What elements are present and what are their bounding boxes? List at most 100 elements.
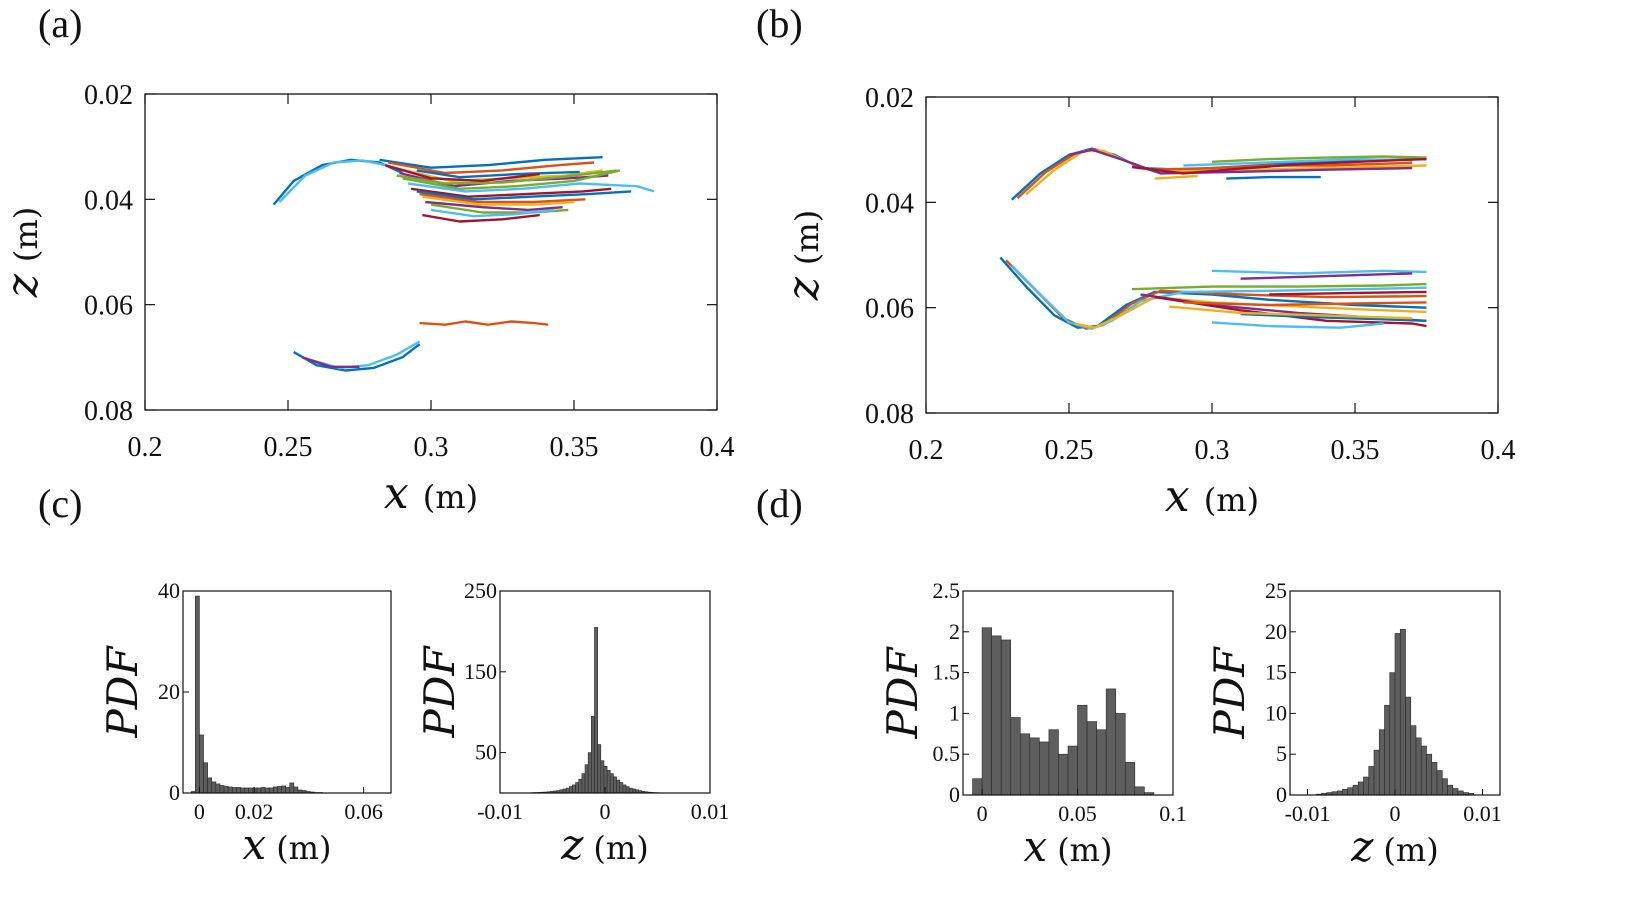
- x-axis-label: x (m): [243, 820, 332, 869]
- x-axis-label: x (m): [384, 468, 478, 519]
- series-lo-14: [1269, 290, 1427, 296]
- series-t10: [422, 195, 575, 206]
- histogram-bar: [1347, 787, 1354, 796]
- x-axis-label: z (m): [1350, 822, 1438, 871]
- x-tick-label: 0: [977, 801, 988, 826]
- x-tick-label: 0.3: [1195, 435, 1230, 466]
- histogram-bar: [1357, 781, 1364, 796]
- histogram-bar: [1415, 737, 1422, 796]
- histogram-bar: [594, 627, 598, 794]
- x-tick-label: 0.01: [691, 799, 730, 824]
- x-tick-label: 0.01: [1463, 801, 1502, 826]
- y-tick-label: 0: [1276, 782, 1287, 807]
- histogram-bar: [613, 776, 617, 794]
- histogram-bar: [215, 783, 221, 794]
- series-arc-lower-3: [301, 356, 360, 368]
- histogram-bar: [1336, 790, 1343, 796]
- histogram-bar: [1086, 721, 1097, 796]
- histogram-bar: [1384, 704, 1391, 796]
- histogram-bar: [581, 773, 586, 794]
- series-t9: [419, 192, 586, 204]
- histogram-bar: [981, 627, 992, 796]
- series-t13: [430, 208, 555, 218]
- histogram-bar: [1363, 776, 1370, 796]
- histogram-bar: [1096, 729, 1107, 796]
- y-tick-label: 0.06: [865, 294, 914, 325]
- histogram-bar: [1447, 784, 1454, 796]
- histogram-bar: [199, 734, 204, 794]
- histogram-bar: [628, 787, 633, 794]
- series-lo-6: [1131, 282, 1427, 291]
- histogram-bar: [1410, 725, 1417, 796]
- axes-frame: [499, 590, 711, 794]
- histogram-bar: [244, 787, 249, 794]
- chart-d-x: 0 0.05 0.1 0 0.5 1 1.5 2 2.5 x (m) PDF: [878, 578, 1187, 871]
- x-tick-label: 0.25: [1045, 435, 1094, 466]
- series-lo-10: [1211, 321, 1384, 329]
- y-tick-label: 0.02: [84, 80, 133, 111]
- histogram-bar: [625, 786, 630, 794]
- series-lo-8: [1211, 269, 1427, 275]
- axes-frame: [962, 590, 1174, 796]
- y-tick-label: 0.08: [84, 396, 133, 427]
- series-t11: [425, 200, 563, 212]
- y-axis-label: PDF: [415, 645, 464, 739]
- histogram-bar: [1420, 745, 1427, 796]
- histogram-bar: [972, 778, 983, 796]
- series-t2: [387, 161, 595, 175]
- histogram-bar: [622, 784, 627, 794]
- histogram-bar: [1067, 745, 1078, 796]
- series-arc-upper: [272, 158, 403, 206]
- histogram-bar: [277, 786, 282, 794]
- series-t6: [407, 182, 655, 193]
- y-tick-label: 0.04: [865, 188, 914, 219]
- histogram-bar: [578, 778, 583, 794]
- y-tick-label: 1.5: [933, 660, 961, 685]
- series-t5: [402, 169, 621, 190]
- series-t15: [416, 169, 580, 179]
- y-tick-label: 25: [1265, 578, 1287, 603]
- y-tick-label: 15: [1265, 660, 1287, 685]
- y-tick-label: 50: [475, 740, 497, 765]
- x-tick-label: 0.35: [550, 432, 599, 463]
- y-axis-label: z(m): [0, 207, 48, 299]
- y-tick-label: 0.06: [84, 291, 133, 322]
- series-lower-tail: [419, 320, 549, 326]
- histogram-bar: [600, 760, 605, 794]
- chart-c-z: -0.01 0 0.01 50 150 250 z (m) PDF: [415, 578, 729, 869]
- histogram-bar: [1029, 737, 1040, 796]
- x-tick-label: 0: [1390, 801, 1401, 826]
- histogram-bar: [616, 779, 620, 794]
- series-lo-13: [1168, 305, 1413, 320]
- x-axis-label: x (m): [1165, 471, 1259, 522]
- x-tick-label: 0.35: [1331, 435, 1380, 466]
- histogram-bar: [1019, 733, 1031, 796]
- axes-frame: [182, 590, 392, 794]
- series-arc-lower: [293, 343, 421, 372]
- histogram-bar: [1441, 778, 1448, 796]
- series-up-7: [1131, 157, 1427, 175]
- histogram-bar: [1134, 786, 1145, 796]
- y-tick-label: 20: [158, 679, 180, 704]
- histogram-bar: [1077, 704, 1088, 796]
- x-tick-label: -0.01: [1285, 801, 1331, 826]
- histogram-bar: [256, 787, 262, 794]
- x-tick-label: 0: [194, 799, 205, 824]
- x-tick-label: 0.1: [1159, 801, 1187, 826]
- x-axis-label: z (m): [560, 820, 648, 869]
- histogram-bar: [248, 787, 254, 794]
- y-tick-label: 0.04: [84, 185, 133, 216]
- histogram-bar: [991, 635, 1002, 796]
- histogram-bar: [231, 787, 237, 794]
- series-t14: [422, 213, 540, 223]
- chart-b: 0.2 0.25 0.3 0.35 0.4 0.02 0.04 0.06 0.08 x (m) z(m…: [778, 83, 1516, 522]
- histogram-bar: [293, 786, 299, 794]
- y-tick-label: 10: [1265, 700, 1287, 725]
- axes-frame: [925, 96, 1499, 414]
- histogram-bar: [1000, 639, 1012, 796]
- x-tick-label: 0.4: [1481, 435, 1516, 466]
- histogram-bar: [575, 782, 580, 794]
- histogram-bar: [219, 785, 225, 794]
- histogram-bar: [1115, 713, 1126, 796]
- y-tick-label: 20: [1265, 619, 1287, 644]
